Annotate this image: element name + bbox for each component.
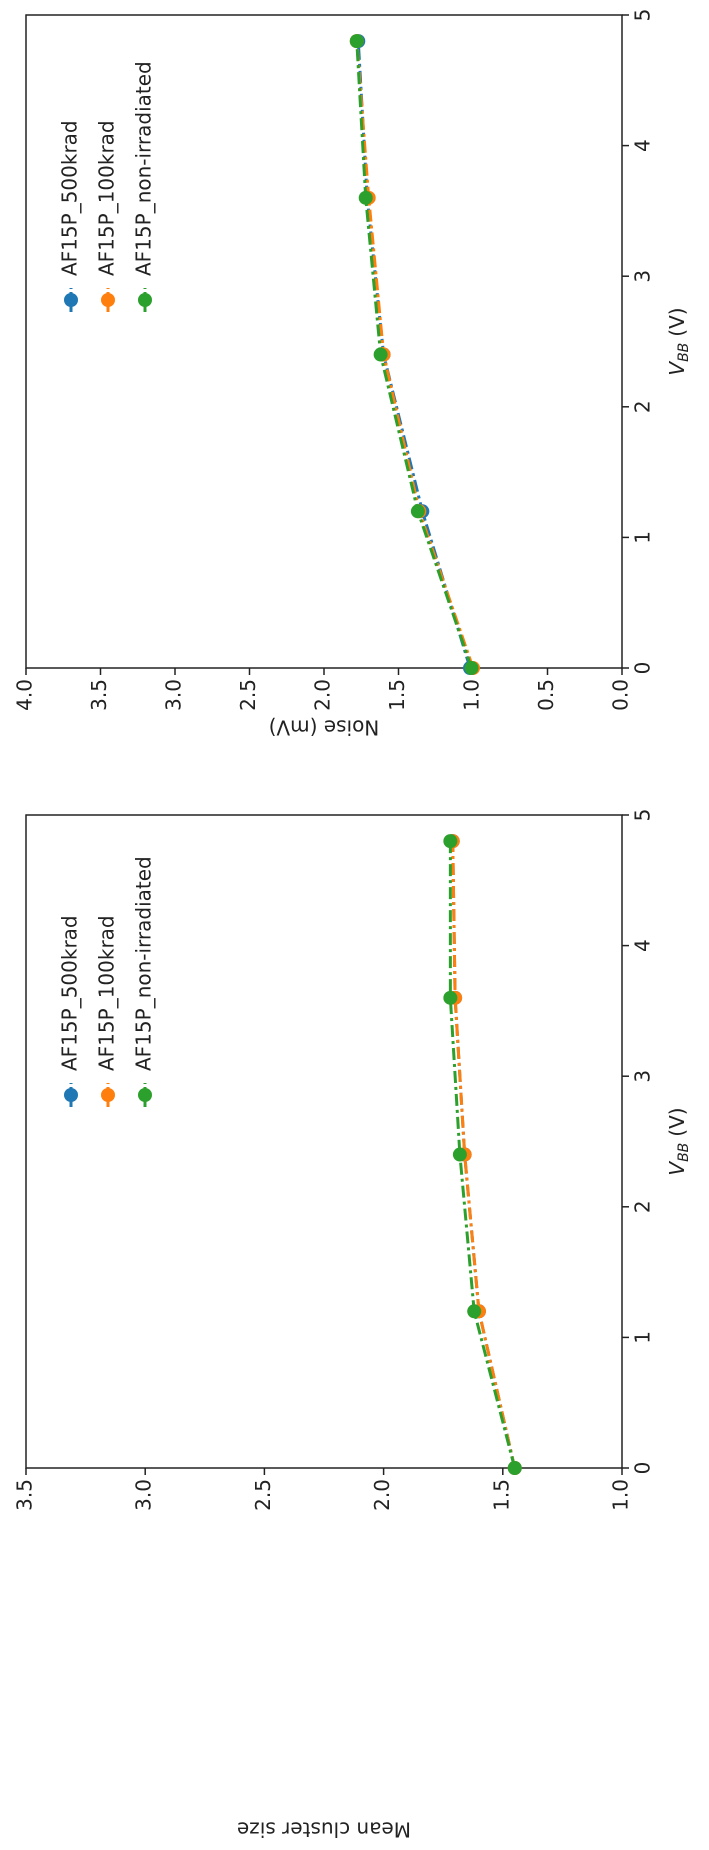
data-point [443,834,457,848]
x-tick-label: 0 [631,1462,655,1475]
y-tick-label: 3.5 [87,679,111,711]
data-point [443,991,457,1005]
plot-frame [26,15,622,668]
legend-label: AF15P_100krad [95,915,119,1071]
x-axis-label: VBB(V) [665,307,693,375]
y-tick-label: 1.0 [460,679,484,711]
legend-label: AF15P_500krad [58,915,82,1071]
x-tick-label: 1 [631,531,655,544]
y-tick-label: 0.0 [609,679,633,711]
data-point [467,1304,481,1318]
data-point [508,1461,522,1475]
x-label-sub: BB [676,343,692,362]
plot-frame [26,815,622,1468]
data-point [465,661,479,675]
x-tick-label: 3 [631,270,655,283]
data-point [453,1148,467,1162]
y-tick-label: 2.0 [370,1479,394,1511]
y-tick-label: 3.0 [132,1479,156,1511]
x-tick-label: 4 [631,939,655,952]
legend-marker [138,1088,152,1102]
x-tick-label: 2 [631,400,655,413]
x-tick-label: 5 [631,809,655,822]
data-point [359,191,373,205]
y-tick-label: 1.5 [489,1479,513,1511]
legend-label: AF15P_500krad [58,120,82,276]
legend-label: AF15P_non-irradiated [132,856,156,1071]
y-axis-label: Mean cluster size [237,1818,411,1842]
y-tick-label: 2.5 [251,1479,275,1511]
y-tick-label: 4.0 [13,679,37,711]
y-tick-label: 2.0 [311,679,335,711]
x-tick-label: 1 [631,1331,655,1344]
data-point [350,34,364,48]
chart: 0123450.00.51.01.52.02.53.03.54.0VBB(V)N… [13,9,693,740]
data-point [374,348,388,362]
x-tick-label: 3 [631,1070,655,1083]
x-tick-label: 2 [631,1200,655,1213]
x-label-sub: BB [676,1143,692,1162]
x-tick-label: 4 [631,139,655,152]
y-tick-label: 3.0 [162,679,186,711]
x-label-unit: (V) [665,307,689,336]
y-tick-label: 0.5 [534,679,558,711]
x-tick-label: 5 [631,9,655,22]
legend-marker [64,293,78,307]
x-label-unit: (V) [665,1107,689,1136]
legend-marker [101,1088,115,1102]
legend-marker [101,293,115,307]
legend-marker [64,1088,78,1102]
legend-label: AF15P_100krad [95,120,119,276]
legend-label: AF15P_non-irradiated [132,61,156,276]
y-axis-label: Noise (mV) [269,716,380,740]
y-tick-label: 1.0 [609,1479,633,1511]
y-tick-label: 1.5 [385,679,409,711]
page: 0123450.00.51.01.52.02.53.03.54.0VBB(V)N… [0,0,709,1850]
x-tick-label: 0 [631,662,655,675]
y-tick-label: 2.5 [236,679,260,711]
data-point [411,504,425,518]
legend-marker [138,293,152,307]
x-axis-label: VBB(V) [665,1107,693,1175]
y-tick-label: 3.5 [13,1479,37,1511]
